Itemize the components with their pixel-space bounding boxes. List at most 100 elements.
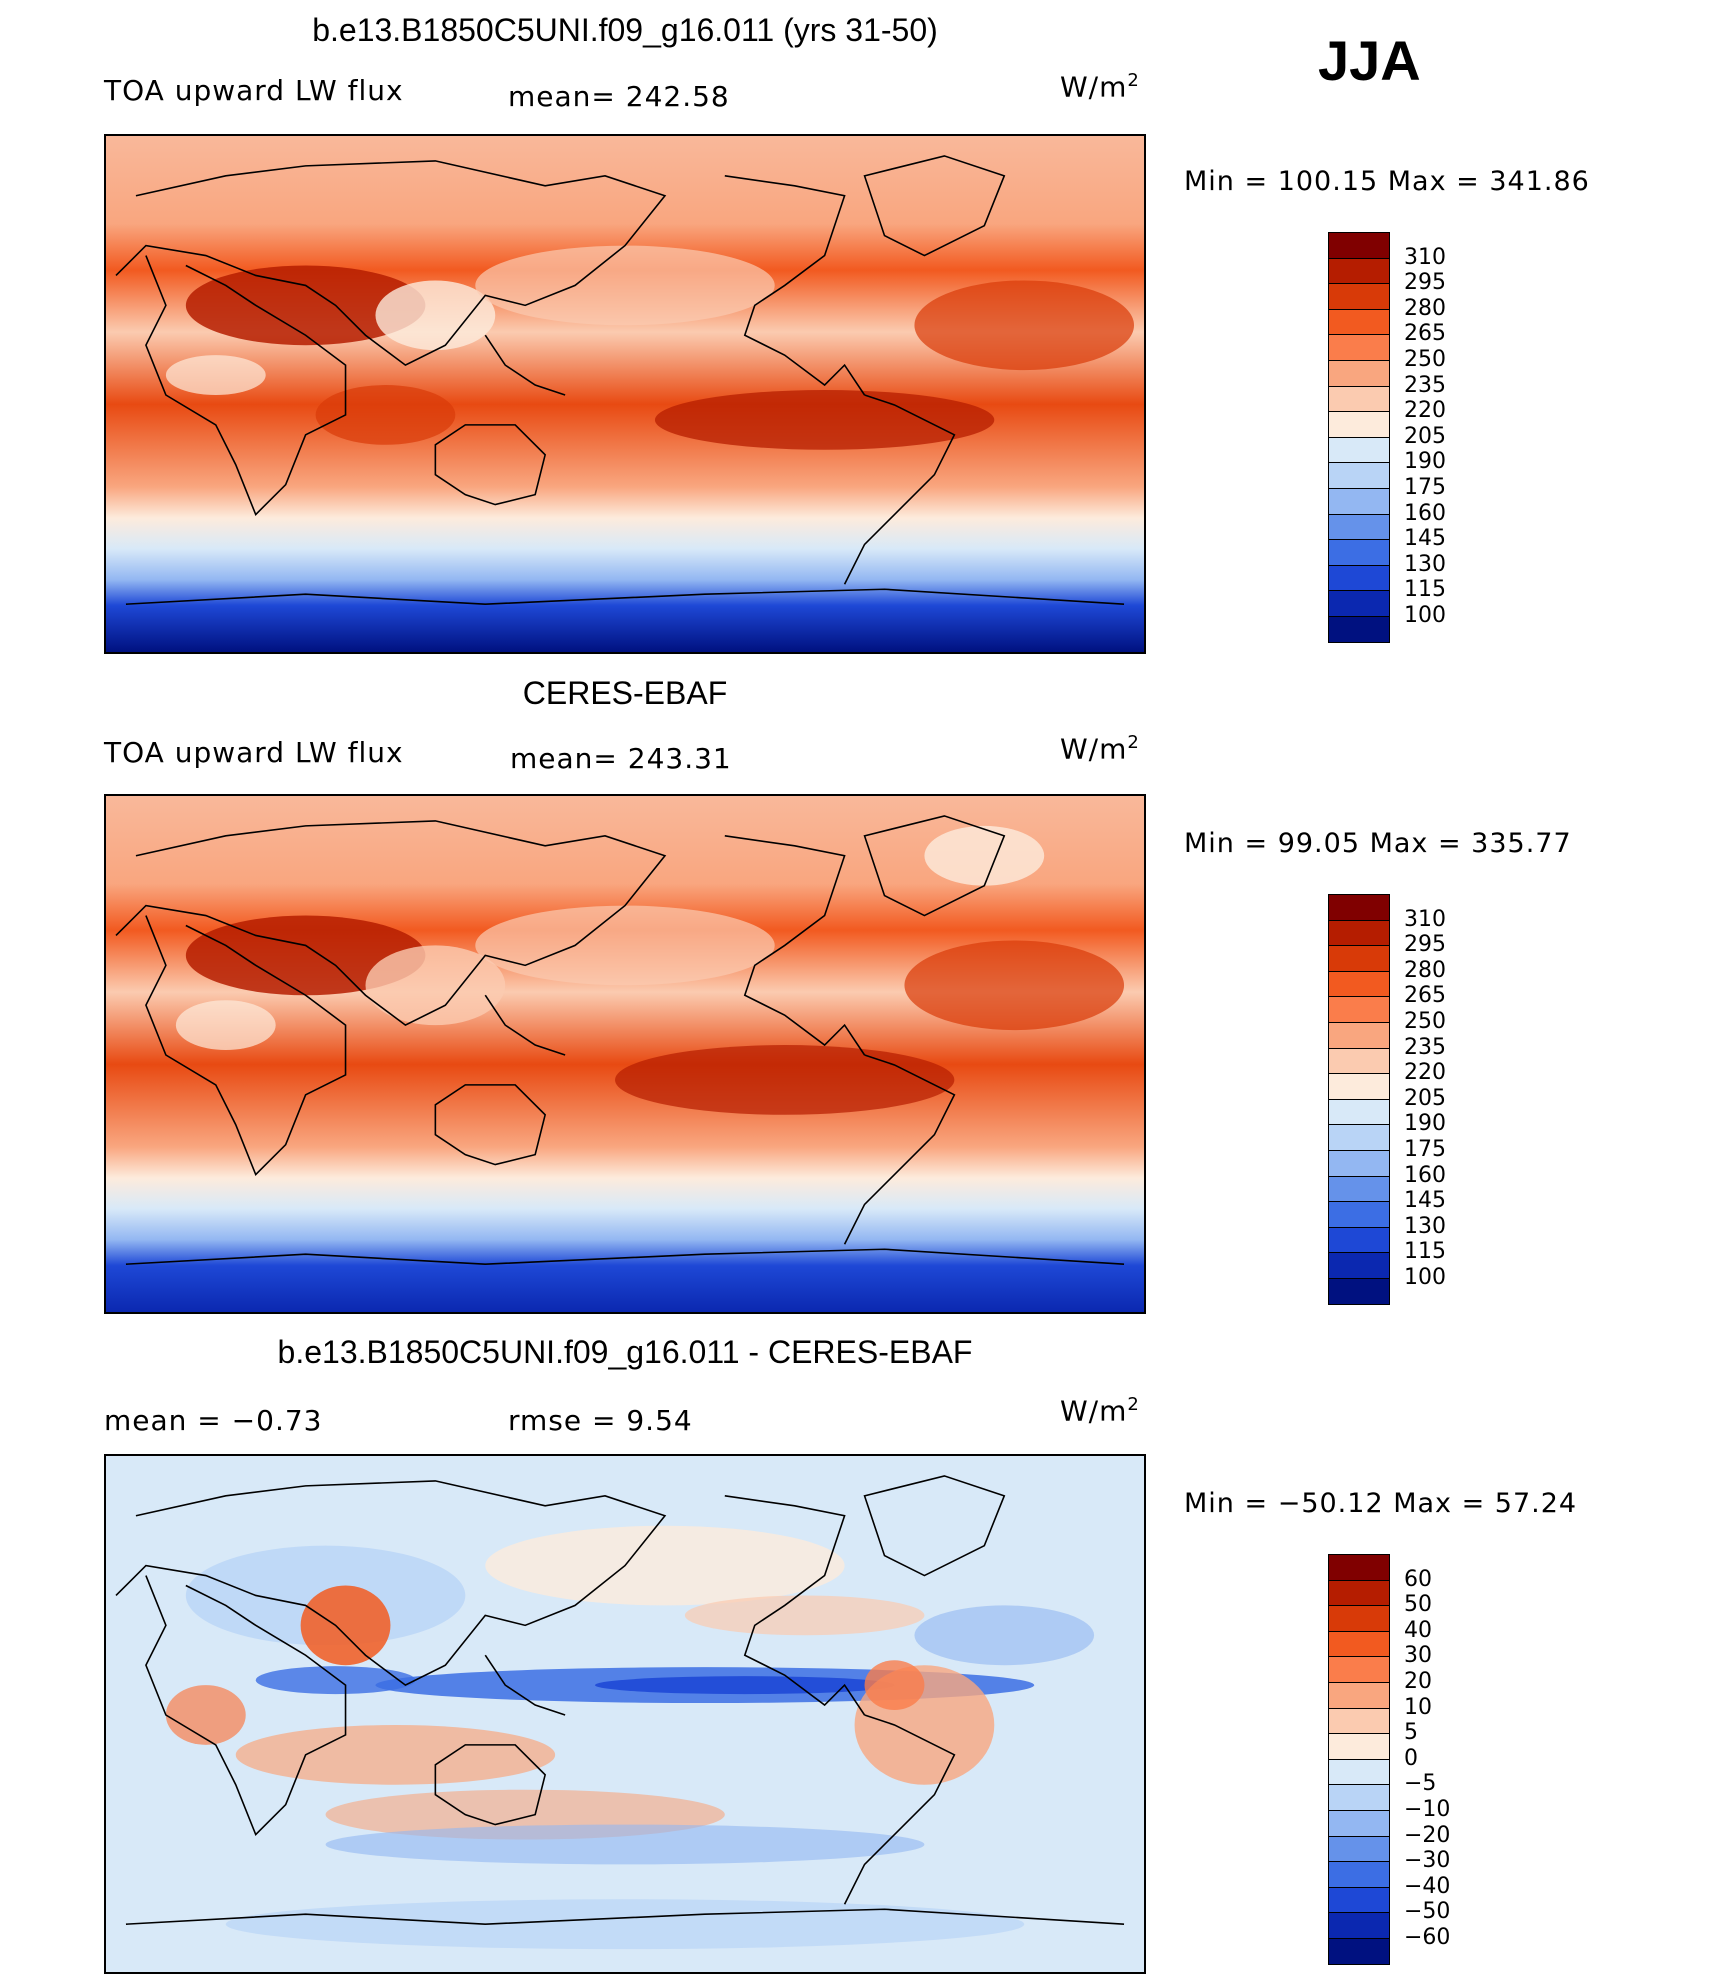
colorbar-tick-label: 190: [1404, 1111, 1446, 1137]
colorbar-swatch: [1328, 539, 1390, 566]
colorbar-tick-label: 295: [1404, 270, 1446, 296]
colorbar-swatch: [1328, 1912, 1390, 1939]
colorbar-swatch: [1328, 1835, 1390, 1863]
colorbar-swatch: [1328, 970, 1390, 998]
colorbar-swatch: [1328, 919, 1390, 947]
panel-2-variable-label: TOA upward LW flux: [104, 736, 404, 769]
colorbar-swatch: [1328, 513, 1390, 541]
colorbar-swatch: [1328, 1938, 1390, 1965]
colorbar-swatch: [1328, 1682, 1390, 1709]
colorbar-swatch: [1328, 1886, 1390, 1914]
colorbar-tick-label: 40: [1404, 1617, 1432, 1643]
colorbar-swatch: [1328, 411, 1390, 438]
colorbar-swatch: [1328, 1047, 1390, 1075]
colorbar-tick-label: 160: [1404, 1162, 1446, 1188]
colorbar-tick-label: 205: [1404, 423, 1446, 449]
colorbar-tick-label: 145: [1404, 1188, 1446, 1214]
colorbar-tick-label: 280: [1404, 957, 1446, 983]
colorbar-tick-label: 0: [1404, 1745, 1418, 1771]
colorbar-swatch: [1328, 1554, 1390, 1581]
colorbar-tick-label: 265: [1404, 321, 1446, 347]
colorbar-swatch: [1328, 360, 1390, 387]
panel-1-mean-label: mean= 242.58: [508, 80, 730, 113]
colorbar-swatch: [1328, 283, 1390, 310]
colorbar-swatch: [1328, 1252, 1390, 1279]
colorbar-swatch: [1328, 1630, 1390, 1658]
colorbar-tick-label: 295: [1404, 932, 1446, 958]
colorbar-tick-label: 115: [1404, 1239, 1446, 1265]
panel-3-title: b.e13.B1850C5UNI.f09_g16.011 - CERES-EBA…: [277, 1334, 973, 1370]
panel-2-map: [104, 794, 1146, 1314]
colorbar-swatch: [1328, 1278, 1390, 1305]
colorbar-tick-label: 205: [1404, 1085, 1446, 1111]
colorbar-swatch: [1328, 1733, 1390, 1760]
colorbar-tick-label: 220: [1404, 1060, 1446, 1086]
panel-2-title: CERES-EBAF: [522, 675, 728, 711]
colorbar-tick-label: −30: [1404, 1848, 1451, 1874]
colorbar-tick-label: −20: [1404, 1822, 1451, 1848]
colorbar-tick-label: 310: [1404, 244, 1446, 270]
panel-2-mean-label: mean= 243.31: [510, 742, 732, 775]
panel-1-units: W/m2: [1060, 70, 1140, 104]
colorbar-swatch: [1328, 1707, 1390, 1735]
colorbar-tick-label: 235: [1404, 1034, 1446, 1060]
colorbar-tick-label: 130: [1404, 1213, 1446, 1239]
colorbar-tick-label: 5: [1404, 1720, 1418, 1746]
colorbar-swatch: [1328, 945, 1390, 972]
colorbar-tick-label: 30: [1404, 1643, 1432, 1669]
panel-3-minmax: Min = −50.12 Max = 57.24: [1184, 1488, 1578, 1519]
colorbar-tick-label: 20: [1404, 1669, 1432, 1694]
colorbar-tick-label: 280: [1404, 295, 1446, 321]
panel-2-units: W/m2: [1060, 732, 1140, 766]
colorbar-tick-label: 250: [1404, 347, 1446, 372]
colorbar-tick-label: 50: [1404, 1592, 1432, 1618]
colorbar-swatch: [1328, 564, 1390, 592]
panel-1-map-svg: [106, 136, 1144, 652]
colorbar-swatch: [1328, 1098, 1390, 1126]
colorbar-tick-label: 130: [1404, 551, 1446, 577]
colorbar-tick-label: 175: [1404, 1137, 1446, 1162]
colorbar-tick-label: 145: [1404, 526, 1446, 552]
colorbar-tick-label: 115: [1404, 577, 1446, 603]
colorbar-swatch: [1328, 1810, 1390, 1837]
colorbar-swatch: [1328, 1175, 1390, 1203]
colorbar-swatch: [1328, 1022, 1390, 1049]
colorbar-swatch: [1328, 894, 1390, 921]
panel-3-map: [104, 1454, 1146, 1974]
colorbar-swatch: [1328, 488, 1390, 515]
colorbar-swatch: [1328, 1579, 1390, 1607]
colorbar-tick-label: 160: [1404, 500, 1446, 526]
colorbar-swatch: [1328, 1073, 1390, 1100]
colorbar-tick-label: 310: [1404, 906, 1446, 932]
colorbar-tick-label: 235: [1404, 372, 1446, 398]
panel-1-minmax: Min = 100.15 Max = 341.86: [1184, 166, 1590, 197]
colorbar-tick-label: 265: [1404, 983, 1446, 1009]
colorbar-tick-label: 190: [1404, 449, 1446, 475]
colorbar-swatch: [1328, 334, 1390, 361]
colorbar-tick-label: 100: [1404, 1265, 1446, 1290]
season-label: JJA: [1318, 29, 1421, 92]
colorbar-swatch: [1328, 1226, 1390, 1254]
colorbar-tick-label: 175: [1404, 475, 1446, 500]
colorbar-swatch: [1328, 1150, 1390, 1177]
colorbar-swatch: [1328, 1758, 1390, 1786]
colorbar-swatch: [1328, 616, 1390, 643]
colorbar-tick-label: 250: [1404, 1009, 1446, 1034]
colorbar-swatch: [1328, 232, 1390, 259]
colorbar-swatch: [1328, 257, 1390, 285]
colorbar-swatch: [1328, 308, 1390, 336]
colorbar-tick-label: −60: [1404, 1925, 1451, 1950]
panel-2-map-svg: [106, 796, 1144, 1312]
colorbar-swatch: [1328, 436, 1390, 464]
panel-1-map: [104, 134, 1146, 654]
colorbar-tick-label: 100: [1404, 603, 1446, 628]
colorbar-tick-label: −10: [1404, 1797, 1451, 1822]
panel-3-rmse-label: rmse = 9.54: [508, 1404, 693, 1437]
panel-1-title: b.e13.B1850C5UNI.f09_g16.011 (yrs 31-50): [312, 12, 938, 48]
colorbar-tick-label: −5: [1404, 1771, 1437, 1797]
colorbar-swatch: [1328, 1605, 1390, 1632]
colorbar-tick-label: −40: [1404, 1873, 1451, 1899]
colorbar-swatch: [1328, 1861, 1390, 1888]
panel-1-variable-label: TOA upward LW flux: [104, 74, 404, 107]
panel-3-units: W/m2: [1060, 1394, 1140, 1428]
